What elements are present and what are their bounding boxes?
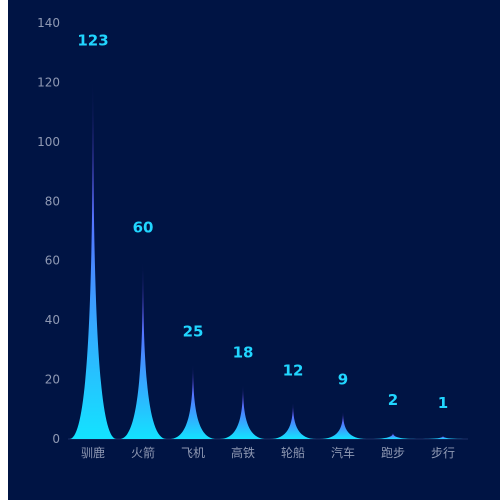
y-tick-label: 60 xyxy=(45,254,60,268)
x-tick-label: 步行 xyxy=(431,446,455,460)
x-tick-label: 火箭 xyxy=(131,445,155,460)
spike-mark[interactable] xyxy=(269,403,317,439)
spike-mark[interactable] xyxy=(319,412,367,439)
x-tick-label: 飞机 xyxy=(181,446,205,460)
data-label: 1 xyxy=(438,394,448,412)
spike-mark[interactable] xyxy=(119,260,167,439)
data-label: 60 xyxy=(133,219,154,237)
y-tick-label: 100 xyxy=(37,135,60,149)
y-tick-label: 40 xyxy=(45,313,60,327)
x-tick-label: 轮船 xyxy=(281,446,305,460)
x-tick-label: 跑步 xyxy=(381,446,405,460)
data-label: 12 xyxy=(283,361,304,379)
y-tick-label: 20 xyxy=(45,373,60,387)
y-tick-label: 0 xyxy=(52,432,60,446)
spike-mark[interactable] xyxy=(169,364,217,439)
spike-mark[interactable] xyxy=(419,436,467,439)
y-tick-label: 80 xyxy=(45,194,60,208)
data-label: 9 xyxy=(338,370,348,388)
spike-series xyxy=(69,73,467,439)
spike-mark[interactable] xyxy=(369,433,417,439)
x-tick-label: 高铁 xyxy=(231,445,255,460)
y-tick-label: 140 xyxy=(37,16,60,30)
spike-mark[interactable] xyxy=(69,73,117,439)
data-label: 18 xyxy=(233,344,254,362)
data-labels: 123 60 25 18 12 9 2 1 xyxy=(77,32,448,413)
data-label: 2 xyxy=(388,391,398,409)
x-tick-label: 汽车 xyxy=(331,445,355,460)
x-axis: 驯鹿 火箭 飞机 高铁 轮船 汽车 跑步 步行 xyxy=(68,438,468,460)
x-tick-label: 驯鹿 xyxy=(81,445,105,460)
spike-mark[interactable] xyxy=(219,385,267,439)
data-label: 25 xyxy=(183,323,204,341)
y-axis: 0 20 40 60 80 100 120 140 xyxy=(37,16,60,446)
data-label: 123 xyxy=(77,32,108,50)
y-tick-label: 120 xyxy=(37,75,60,89)
